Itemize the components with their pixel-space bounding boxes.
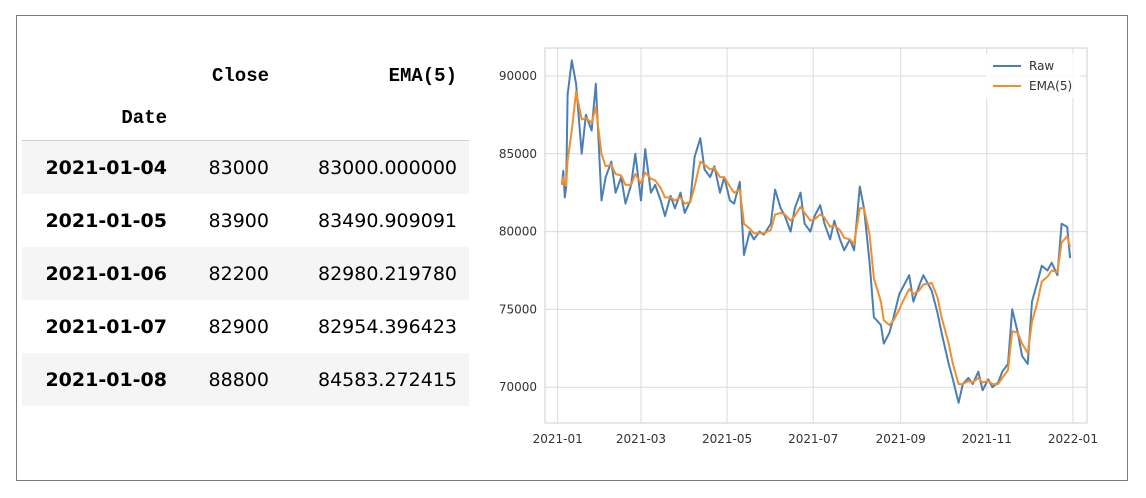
- legend-label-ema: EMA(5): [1029, 79, 1072, 93]
- table-row: 2021-01-07 82900 82954.396423: [22, 300, 469, 353]
- table-corner-cell: [22, 56, 179, 96]
- series-lines: [560, 59, 1072, 404]
- table-row: 2021-01-05 83900 83490.909091: [22, 194, 469, 247]
- row-close: 82900: [208, 315, 269, 338]
- x-tick-label: 2021-03: [616, 432, 666, 446]
- column-header-close: Close: [211, 65, 269, 87]
- y-tick-label: 70000: [499, 380, 537, 394]
- table-row: 2021-01-04 83000 83000.000000: [22, 140, 469, 194]
- y-axis-ticks: 70000 75000 80000 85000 90000: [499, 69, 537, 394]
- y-tick-label: 90000: [499, 69, 537, 83]
- index-name-empty-cell: [281, 96, 469, 141]
- y-tick-label: 85000: [499, 147, 537, 161]
- row-ema: 84583.272415: [281, 353, 469, 406]
- raw-series-line: [560, 59, 1072, 404]
- row-date: 2021-01-04: [22, 140, 179, 194]
- legend-label-raw: Raw: [1029, 59, 1054, 73]
- index-name-row: Date: [22, 96, 469, 141]
- table-row: 2021-01-06 82200 82980.219780: [22, 247, 469, 300]
- x-tick-label: 2021-09: [876, 432, 926, 446]
- legend: Raw EMA(5): [986, 54, 1080, 98]
- line-chart: 70000 75000 80000 85000 90000 2021-01 2021-03…: [499, 47, 1098, 446]
- row-date: 2021-01-05: [45, 209, 167, 232]
- row-ema: 83000.000000: [281, 140, 469, 194]
- y-tick-label: 80000: [499, 225, 537, 239]
- row-close: 83900: [208, 209, 269, 232]
- index-name-header: Date: [22, 96, 179, 141]
- row-date: 2021-01-07: [45, 315, 167, 338]
- row-ema: 82954.396423: [317, 315, 457, 338]
- chart-grid: [545, 48, 1087, 423]
- x-tick-label: 2022-01: [1048, 432, 1098, 446]
- x-axis-ticks: 2021-01 2021-03 2021-05 2021-07 2021-09 2021-…: [533, 432, 1098, 446]
- x-tick-label: 2021-11: [962, 432, 1012, 446]
- ema-series-line: [560, 90, 1072, 386]
- index-name-empty-cell: [179, 96, 281, 141]
- table-row: 2021-01-08 88800 84583.272415: [22, 353, 469, 406]
- row-ema: 83490.909091: [317, 209, 457, 232]
- plot-area-border: [544, 47, 1088, 424]
- table-header-row: Close EMA(5): [22, 56, 469, 96]
- row-close: 82200: [179, 247, 281, 300]
- x-tick-label: 2021-05: [702, 432, 752, 446]
- row-close: 83000: [179, 140, 281, 194]
- x-tick-label: 2021-01: [533, 432, 583, 446]
- y-tick-label: 75000: [499, 302, 537, 316]
- column-header-ema: EMA(5): [388, 65, 457, 87]
- x-tick-label: 2021-07: [788, 432, 838, 446]
- row-ema: 82980.219780: [281, 247, 469, 300]
- row-date: 2021-01-08: [22, 353, 179, 406]
- row-close: 88800: [179, 353, 281, 406]
- dataframe-table: Close EMA(5) Date 2021-01-04 83000 83000…: [22, 56, 469, 406]
- row-date: 2021-01-06: [22, 247, 179, 300]
- legend-box: [986, 54, 1080, 98]
